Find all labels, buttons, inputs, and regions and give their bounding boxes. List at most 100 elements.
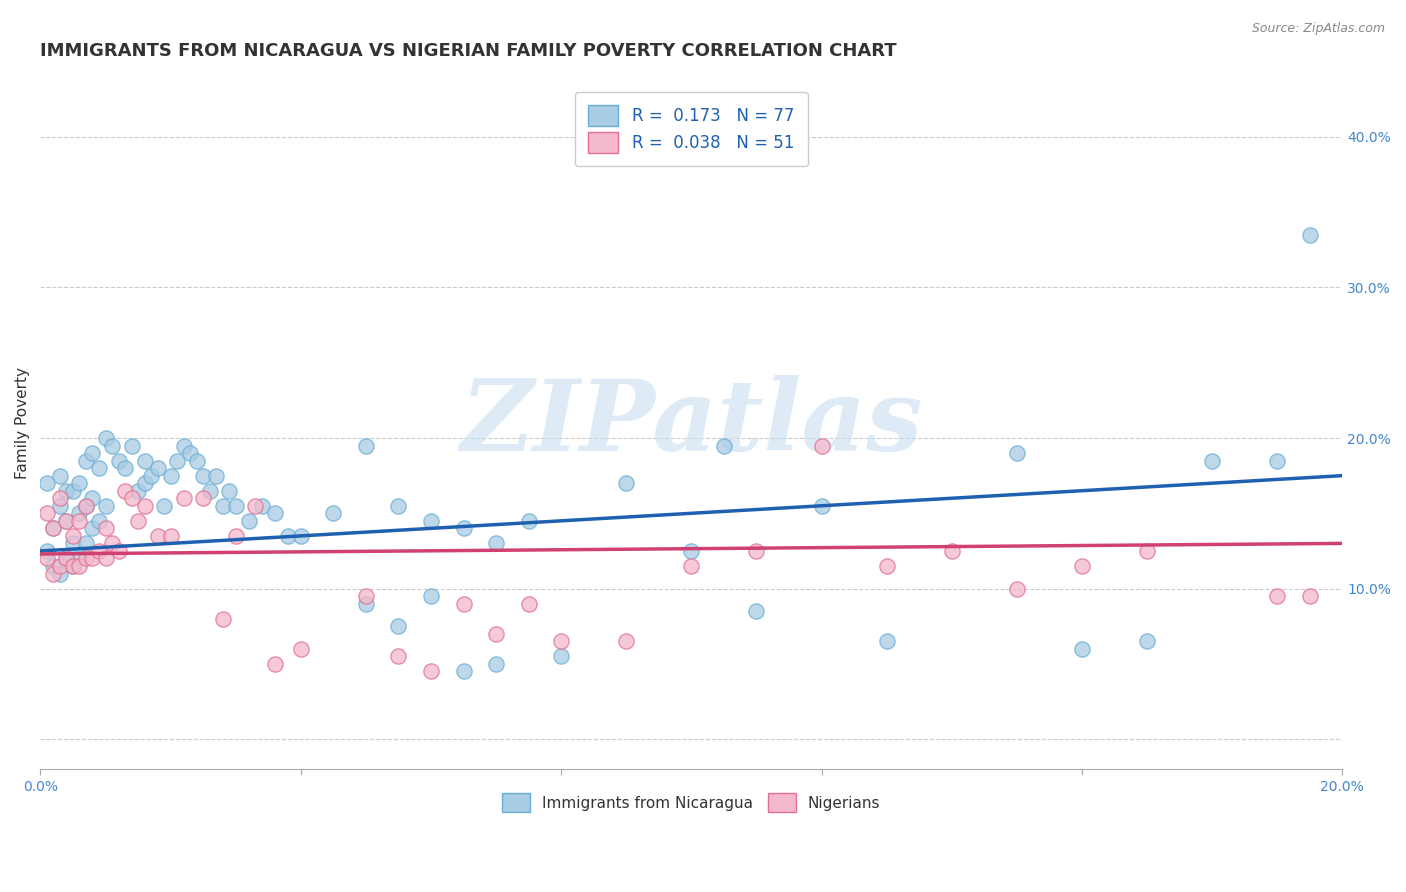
Point (55, 551, 77, 566)
Point (107, 544, 129, 558)
Point (485, 536, 508, 550)
Point (87, 544, 110, 558)
Point (1005, 446, 1028, 460)
Point (186, 453, 208, 467)
Point (290, 529, 312, 543)
Point (198, 483, 221, 498)
Point (1265, 589, 1288, 603)
Point (277, 529, 299, 543)
Point (453, 665, 475, 679)
Point (69, 506, 91, 520)
Point (453, 521, 475, 535)
Point (82, 491, 104, 506)
Y-axis label: Family Poverty: Family Poverty (15, 367, 30, 479)
Point (681, 544, 703, 558)
Point (205, 468, 228, 483)
Point (94, 521, 117, 535)
Point (82, 551, 104, 566)
Point (153, 499, 176, 513)
Point (810, 438, 832, 452)
Point (75, 536, 97, 550)
Point (55, 514, 77, 528)
Text: ZIPatlas: ZIPatlas (460, 375, 922, 471)
Point (146, 529, 169, 543)
Point (1299, 227, 1322, 242)
Point (453, 597, 475, 611)
Point (75, 499, 97, 513)
Point (1136, 634, 1159, 648)
Point (62, 559, 84, 574)
Point (191, 468, 214, 483)
Point (420, 665, 443, 679)
Point (225, 499, 247, 513)
Point (146, 461, 169, 475)
Point (745, 544, 768, 558)
Point (263, 657, 285, 671)
Point (745, 604, 768, 618)
Point (550, 649, 572, 664)
Point (387, 649, 409, 664)
Point (62, 536, 84, 550)
Point (49, 566, 72, 581)
Point (114, 461, 136, 475)
Point (420, 514, 443, 528)
Text: Source: ZipAtlas.com: Source: ZipAtlas.com (1251, 22, 1385, 36)
Point (1005, 582, 1028, 596)
Point (211, 499, 233, 513)
Point (42, 521, 65, 535)
Point (82, 446, 104, 460)
Point (238, 514, 260, 528)
Point (1299, 589, 1322, 603)
Point (173, 491, 195, 506)
Point (35, 476, 58, 491)
Point (322, 506, 344, 520)
Point (101, 536, 124, 550)
Point (62, 483, 84, 498)
Point (94, 499, 117, 513)
Point (69, 514, 91, 528)
Point (1201, 453, 1223, 467)
Point (387, 619, 409, 633)
Point (134, 476, 156, 491)
Point (550, 634, 572, 648)
Point (121, 491, 143, 506)
Point (159, 529, 181, 543)
Point (49, 468, 72, 483)
Point (713, 438, 735, 452)
Point (876, 559, 898, 574)
Point (62, 529, 84, 543)
Point (387, 499, 409, 513)
Point (1136, 544, 1159, 558)
Point (614, 634, 637, 648)
Point (82, 521, 104, 535)
Point (55, 514, 77, 528)
Point (35, 551, 58, 566)
Point (69, 559, 91, 574)
Point (485, 627, 508, 641)
Point (354, 589, 377, 603)
Point (173, 438, 195, 452)
Text: IMMIGRANTS FROM NICARAGUA VS NIGERIAN FAMILY POVERTY CORRELATION CHART: IMMIGRANTS FROM NICARAGUA VS NIGERIAN FA… (41, 42, 897, 60)
Point (134, 499, 156, 513)
Point (127, 514, 149, 528)
Point (49, 491, 72, 506)
Point (517, 514, 540, 528)
Point (191, 491, 214, 506)
Point (101, 438, 124, 452)
Point (139, 468, 162, 483)
Point (69, 551, 91, 566)
Point (134, 453, 156, 467)
Point (49, 499, 72, 513)
Point (87, 514, 110, 528)
Point (290, 641, 312, 656)
Point (876, 634, 898, 648)
Point (35, 544, 58, 558)
Legend: Immigrants from Nicaragua, Nigerians: Immigrants from Nicaragua, Nigerians (491, 780, 893, 824)
Point (263, 506, 285, 520)
Point (354, 438, 377, 452)
Point (225, 529, 247, 543)
Point (681, 559, 703, 574)
Point (211, 612, 233, 626)
Point (75, 453, 97, 467)
Point (517, 597, 540, 611)
